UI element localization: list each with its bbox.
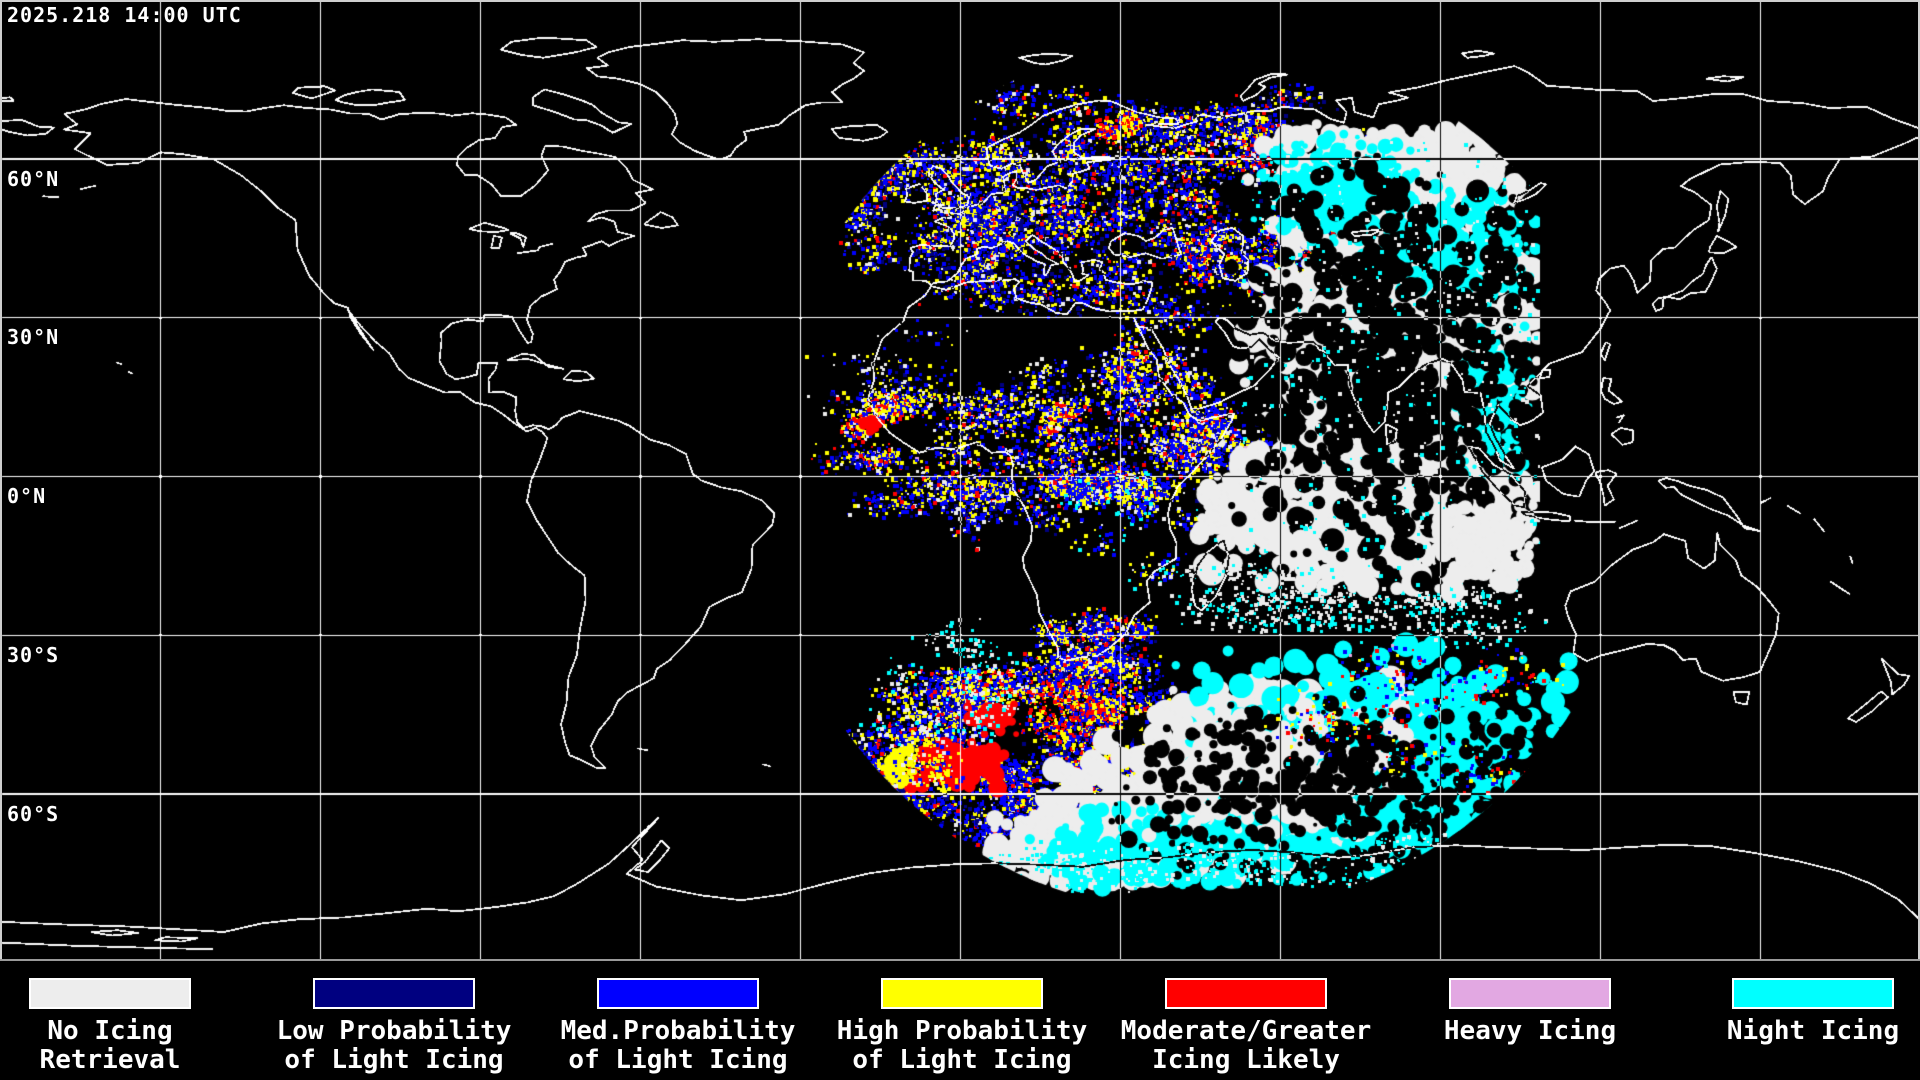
- legend-item: Moderate/Greater Icing Likely: [1096, 961, 1396, 1075]
- map-border-bottom: [0, 959, 1920, 961]
- legend-label: Heavy Icing: [1443, 1016, 1617, 1046]
- timestamp-label: 2025.218 14:00 UTC: [7, 3, 242, 27]
- legend-item: Heavy Icing: [1380, 961, 1680, 1046]
- map-border-left: [0, 0, 2, 961]
- lat-label: 0°N: [7, 484, 47, 508]
- legend-label: Night Icing: [1726, 1016, 1900, 1046]
- legend-label: Moderate/Greater Icing Likely: [1120, 1016, 1372, 1075]
- legend-color-swatch: [597, 978, 759, 1009]
- legend-color-swatch: [313, 978, 475, 1009]
- world-map: 2025.218 14:00 UTC 60°N 30°N 0°N 30°S 60°S: [0, 0, 1920, 961]
- legend-item: Med.Probability of Light Icing: [528, 961, 828, 1075]
- legend-color-swatch: [29, 978, 191, 1009]
- legend-label: No Icing Retrieval: [39, 1016, 181, 1075]
- legend-color-swatch: [1732, 978, 1894, 1009]
- legend-item: No Icing Retrieval: [0, 961, 260, 1075]
- legend-color-swatch: [881, 978, 1043, 1009]
- legend-label: Low Probability of Light Icing: [276, 1016, 512, 1075]
- legend-label: High Probability of Light Icing: [836, 1016, 1088, 1075]
- lat-label: 30°S: [7, 642, 60, 667]
- map-border-right: [1918, 0, 1920, 961]
- lat-label: 60°N: [7, 166, 60, 191]
- lat-label: 30°N: [7, 325, 60, 350]
- legend-item: Night Icing: [1663, 961, 1920, 1046]
- legend-item: Low Probability of Light Icing: [244, 961, 544, 1075]
- world-map-canvas: [0, 0, 1920, 961]
- map-border-top: [0, 0, 1920, 2]
- legend-color-swatch: [1449, 978, 1611, 1009]
- legend-bar: No Icing Retrieval Low Probability of Lig…: [0, 961, 1920, 1080]
- legend-color-swatch: [1165, 978, 1327, 1009]
- lat-label: 60°S: [7, 801, 60, 826]
- legend-item: High Probability of Light Icing: [812, 961, 1112, 1075]
- legend-label: Med.Probability of Light Icing: [560, 1016, 796, 1075]
